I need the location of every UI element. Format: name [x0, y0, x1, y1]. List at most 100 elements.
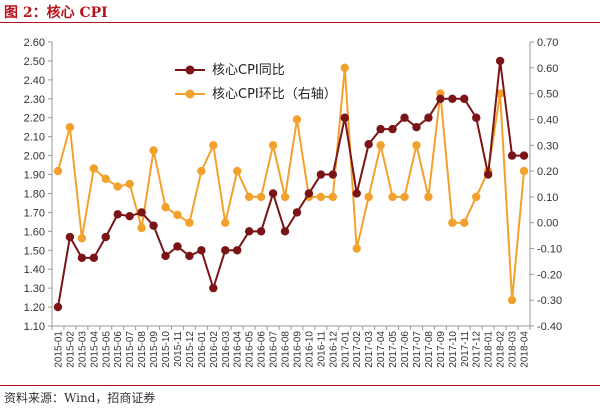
x-tick-label: 2015-05	[101, 331, 112, 368]
data-point-series2	[352, 244, 361, 253]
data-point-series1	[495, 56, 505, 66]
y-left-tick-label: 2.40	[24, 75, 45, 87]
y-right-tick-label: 0.50	[537, 89, 558, 101]
data-point-series1	[388, 124, 397, 134]
data-point-series2	[113, 182, 122, 191]
x-tick-label: 2016-05	[245, 331, 256, 368]
x-tick-label: 2016-11	[316, 331, 327, 367]
data-point-series1	[149, 221, 158, 230]
x-tick-label: 2016-10	[304, 331, 315, 368]
data-point-series1	[364, 140, 373, 149]
x-tick-label: 2017-04	[376, 331, 387, 368]
legend-marker-series2	[185, 89, 195, 99]
y-left-tick-label: 1.50	[24, 245, 45, 257]
chart-axes: 1.10 1.20 1.30 1.40 1.50 1.60 1.70 1.80 1.90 2.00…	[24, 37, 563, 368]
legend-label-series2: 核心CPI环比（右轴）	[212, 87, 337, 102]
x-tick-label: 2017-05	[388, 331, 399, 368]
y-right-tick-label: 0.10	[537, 192, 558, 204]
data-point-series1	[280, 227, 290, 236]
data-point-series2	[89, 164, 99, 173]
y-left-tick-label: 1.90	[24, 170, 45, 182]
x-tick-label: 2016-04	[233, 331, 244, 368]
y-right-tick-label: 0.20	[537, 166, 558, 178]
x-tick-label: 2016-01	[197, 331, 208, 368]
x-tick-label: 2016-07	[269, 331, 280, 368]
x-tick-label: 2016-08	[281, 331, 292, 368]
data-point-series1	[209, 283, 218, 293]
data-point-series2	[197, 166, 206, 176]
x-tick-label: 2016-03	[221, 331, 232, 368]
chart-series-layer	[53, 56, 529, 312]
data-point-series2	[233, 166, 242, 176]
data-point-series1	[173, 242, 182, 251]
legend-label-series1: 核心CPI同比	[212, 63, 285, 78]
x-tick-label: 2016-09	[292, 331, 303, 368]
y-left-tick-label: 2.20	[24, 113, 45, 125]
data-point-series2	[412, 141, 421, 150]
y-left-tick-label: 1.60	[24, 226, 45, 238]
x-tick-label: 2017-08	[424, 331, 435, 368]
data-point-series2	[519, 166, 529, 176]
data-point-series2	[65, 123, 75, 132]
x-tick-label: 2017-09	[436, 331, 447, 368]
data-point-series1	[292, 208, 302, 217]
data-point-series2	[507, 295, 517, 305]
data-point-series1	[400, 113, 409, 122]
data-point-series1	[101, 232, 110, 242]
source-note: 资料来源：Wind，招商证券	[4, 391, 156, 405]
x-tick-label: 2017-03	[364, 331, 375, 368]
data-point-series2	[364, 192, 373, 202]
data-point-series1	[328, 170, 338, 179]
x-tick-label: 2015-04	[89, 331, 100, 368]
data-point-series1	[483, 170, 493, 179]
data-point-series2	[388, 192, 397, 202]
y-left-tick-label: 1.70	[24, 207, 45, 219]
y-right-tick-label: 0.30	[537, 140, 558, 152]
y-left-tick-label: 2.50	[24, 56, 45, 68]
data-point-series1	[340, 113, 349, 122]
x-tick-label: 2018-04	[520, 331, 531, 368]
data-point-series1	[256, 227, 266, 236]
data-point-series1	[519, 151, 529, 160]
x-tick-label: 2016-02	[209, 331, 220, 368]
x-tick-label: 2015-10	[161, 331, 172, 368]
x-tick-label: 2017-02	[352, 331, 363, 368]
data-point-series1	[316, 170, 326, 179]
data-point-series1	[221, 246, 230, 255]
data-point-series1	[113, 210, 122, 219]
data-point-series2	[244, 192, 254, 202]
data-point-series2	[101, 174, 110, 184]
data-point-series2	[448, 218, 457, 227]
x-tick-label: 2015-02	[65, 331, 76, 368]
y-left-tick-label: 2.30	[24, 94, 45, 106]
y-right-tick-label: 0.60	[537, 63, 558, 75]
data-point-series2	[77, 234, 87, 243]
source-divider	[0, 385, 600, 386]
data-point-series2	[495, 89, 505, 98]
data-point-series2	[209, 141, 218, 150]
data-point-series1	[460, 94, 469, 104]
data-point-series1	[125, 211, 134, 221]
data-point-series1	[472, 113, 481, 122]
data-point-series2	[280, 192, 290, 202]
y-right-tick-label: -0.40	[537, 321, 562, 333]
data-point-series2	[424, 192, 433, 202]
data-point-series1	[233, 246, 242, 255]
y-right-tick-label: -0.30	[537, 295, 562, 307]
x-tick-label: 2017-12	[472, 331, 483, 368]
data-point-series1	[436, 94, 445, 104]
data-point-series2	[161, 203, 170, 212]
data-point-series2	[53, 166, 63, 176]
x-tick-label: 2017-01	[340, 331, 351, 368]
data-point-series2	[400, 192, 409, 202]
data-point-series2	[460, 218, 469, 227]
data-point-series2	[376, 141, 385, 150]
data-point-series2	[149, 146, 158, 155]
data-point-series1	[197, 246, 206, 255]
y-left-tick-label: 2.60	[24, 37, 45, 49]
x-tick-label: 2015-08	[137, 331, 148, 368]
y-left-tick-label: 1.80	[24, 188, 45, 200]
data-point-series1	[244, 227, 254, 236]
series-line-2	[57, 66, 526, 302]
y-right-tick-label: -0.20	[537, 269, 562, 281]
